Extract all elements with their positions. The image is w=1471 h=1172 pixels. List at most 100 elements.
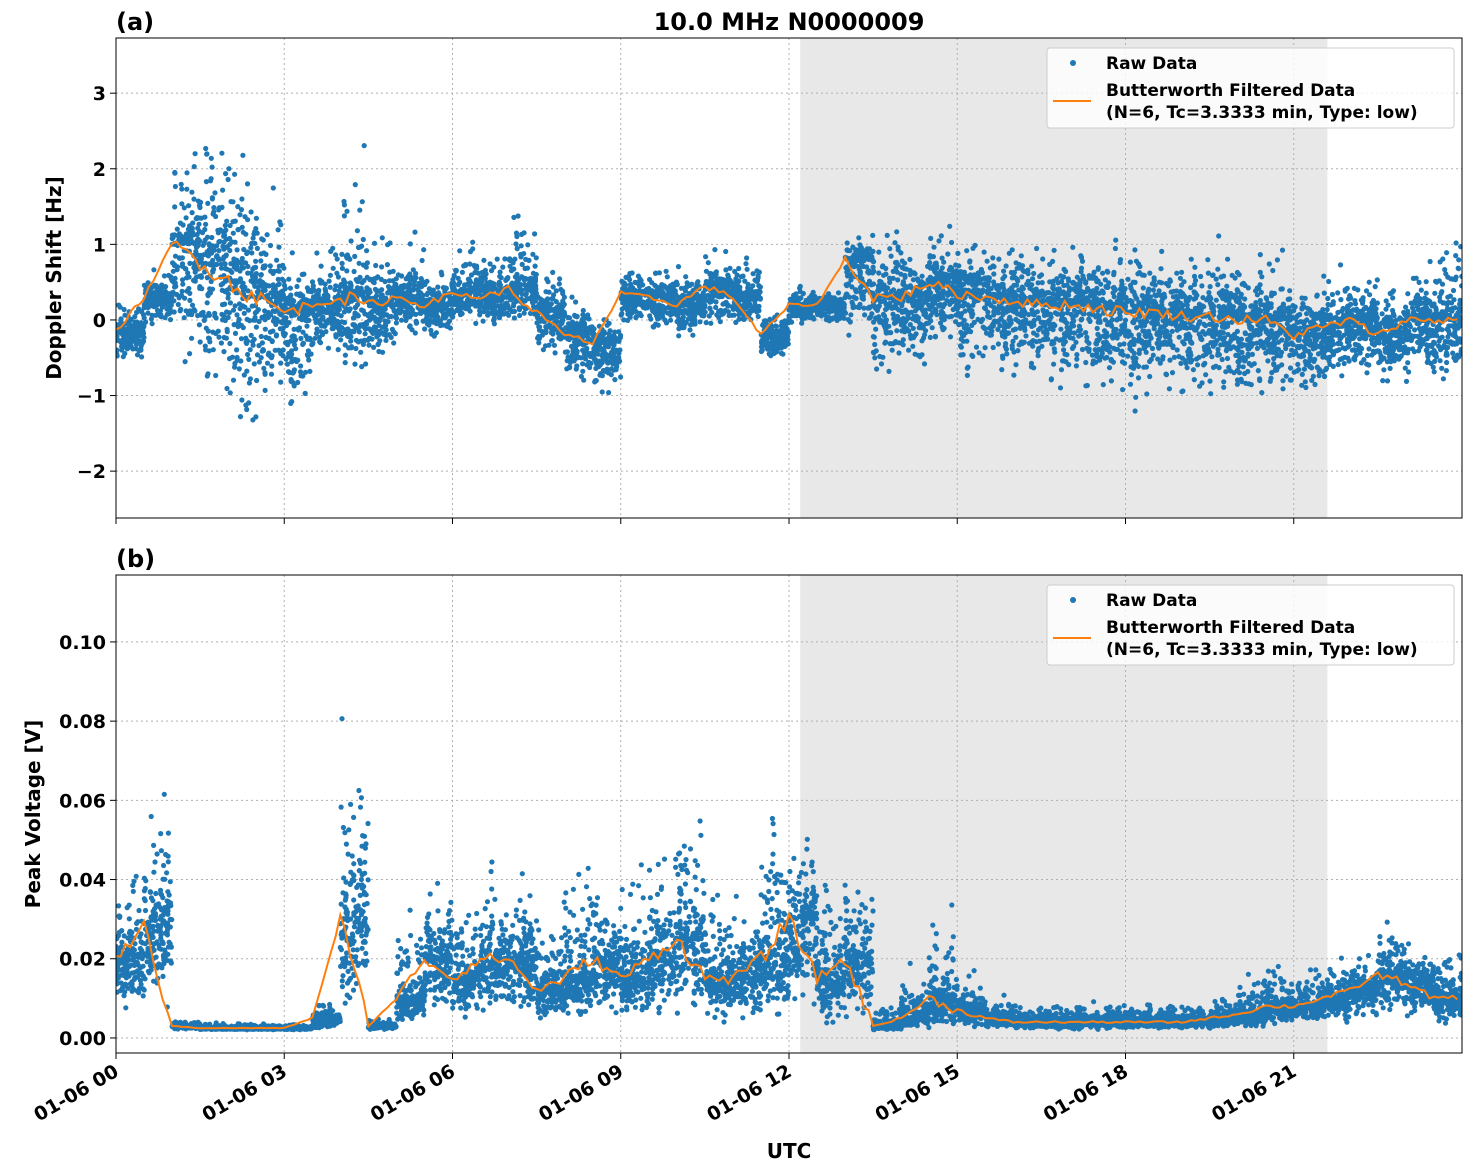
raw-data-point (887, 275, 893, 281)
raw-data-point (232, 303, 238, 309)
raw-data-point (708, 320, 714, 326)
raw-data-point (212, 190, 218, 196)
raw-data-point (117, 304, 123, 310)
raw-data-point (145, 310, 151, 316)
raw-data-point (919, 302, 925, 308)
raw-data-point (894, 328, 900, 334)
raw-data-point (318, 263, 324, 269)
raw-data-point (275, 227, 281, 233)
raw-data-point (797, 283, 803, 289)
raw-data-point (232, 330, 239, 336)
raw-data-point (187, 260, 193, 266)
raw-data-point (216, 248, 222, 254)
raw-data-point (268, 268, 274, 274)
raw-data-point (617, 347, 623, 353)
raw-data-point (268, 290, 274, 296)
raw-data-point (283, 340, 289, 346)
raw-data-point (823, 305, 829, 311)
raw-data-point (862, 312, 868, 318)
raw-data-point (569, 320, 575, 326)
raw-data-point (243, 402, 249, 408)
raw-data-point (467, 286, 473, 292)
raw-data-point (560, 298, 566, 304)
raw-data-point (224, 218, 230, 224)
raw-data-point (702, 302, 708, 308)
raw-data-point (245, 263, 251, 270)
raw-data-point (629, 294, 635, 300)
raw-data-point (335, 318, 341, 324)
raw-data-point (274, 291, 280, 297)
raw-data-point (159, 299, 165, 305)
raw-data-point (523, 256, 529, 262)
raw-data-point (910, 277, 917, 283)
raw-data-point (555, 304, 561, 310)
y-tick-label: 0 (93, 310, 106, 332)
raw-data-point (472, 269, 478, 276)
raw-data-point (524, 296, 530, 302)
raw-data-point (388, 313, 394, 320)
raw-data-point (342, 280, 348, 286)
raw-data-point (341, 309, 347, 315)
raw-data-point (182, 359, 188, 365)
raw-data-point (407, 241, 413, 247)
raw-data-point (543, 328, 549, 334)
raw-data-point (348, 344, 355, 350)
raw-data-point (246, 356, 252, 362)
raw-data-point (239, 224, 245, 230)
raw-data-point (580, 361, 586, 367)
raw-data-point (116, 347, 120, 353)
raw-data-point (335, 347, 341, 353)
raw-data-point (497, 312, 503, 318)
raw-data-point (550, 284, 556, 290)
raw-data-point (683, 274, 689, 280)
raw-data-point (137, 326, 143, 332)
raw-data-point (637, 284, 643, 290)
raw-data-point (806, 314, 813, 320)
raw-data-point (451, 273, 457, 279)
raw-data-point (241, 310, 247, 316)
raw-data-point (231, 263, 237, 269)
raw-data-point (235, 226, 241, 233)
raw-data-point (606, 390, 612, 396)
raw-data-point (323, 288, 329, 294)
raw-data-point (713, 304, 719, 310)
raw-data-point (453, 268, 459, 274)
raw-data-point (206, 335, 212, 342)
raw-data-point (435, 290, 441, 296)
raw-data-point (880, 298, 886, 304)
raw-data-point (309, 279, 316, 285)
raw-data-point (866, 315, 872, 321)
raw-data-point (327, 272, 333, 278)
raw-data-point (393, 320, 399, 326)
raw-data-point (181, 205, 187, 211)
raw-data-point (132, 314, 138, 320)
raw-data-point (369, 336, 375, 342)
raw-data-point (280, 347, 286, 353)
raw-data-point (205, 293, 211, 299)
raw-data-point (685, 309, 691, 315)
raw-data-point (893, 305, 899, 311)
raw-data-point (797, 310, 803, 316)
raw-data-point (234, 312, 240, 318)
raw-data-point (522, 282, 528, 288)
raw-data-point (297, 369, 304, 375)
raw-data-point (844, 269, 850, 275)
raw-data-point (326, 278, 332, 284)
raw-data-point (707, 271, 713, 277)
raw-data-point (614, 362, 620, 368)
raw-data-point (612, 377, 618, 383)
raw-data-point (230, 377, 237, 383)
raw-data-point (239, 264, 245, 270)
raw-data-point (497, 296, 503, 303)
raw-data-point (223, 335, 229, 341)
raw-data-point (375, 310, 381, 316)
raw-data-point (888, 253, 894, 259)
raw-data-point (485, 310, 491, 316)
raw-data-point (267, 263, 273, 269)
raw-data-point (703, 320, 709, 326)
raw-data-point (429, 319, 435, 325)
raw-data-point (186, 274, 192, 280)
raw-data-point (249, 303, 255, 309)
raw-data-point (268, 355, 275, 361)
raw-data-point (611, 353, 617, 359)
